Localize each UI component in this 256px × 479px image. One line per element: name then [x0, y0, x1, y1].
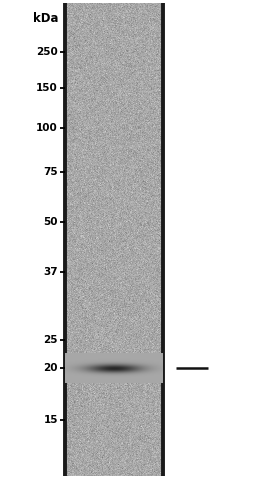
Text: 50: 50 [44, 217, 58, 227]
Text: kDa: kDa [33, 11, 58, 24]
Text: 100: 100 [36, 123, 58, 133]
Text: 20: 20 [44, 363, 58, 373]
Text: 37: 37 [43, 267, 58, 277]
Text: 75: 75 [43, 167, 58, 177]
Text: 250: 250 [36, 47, 58, 57]
Text: 15: 15 [44, 415, 58, 425]
Text: 25: 25 [44, 335, 58, 345]
Text: 150: 150 [36, 83, 58, 93]
